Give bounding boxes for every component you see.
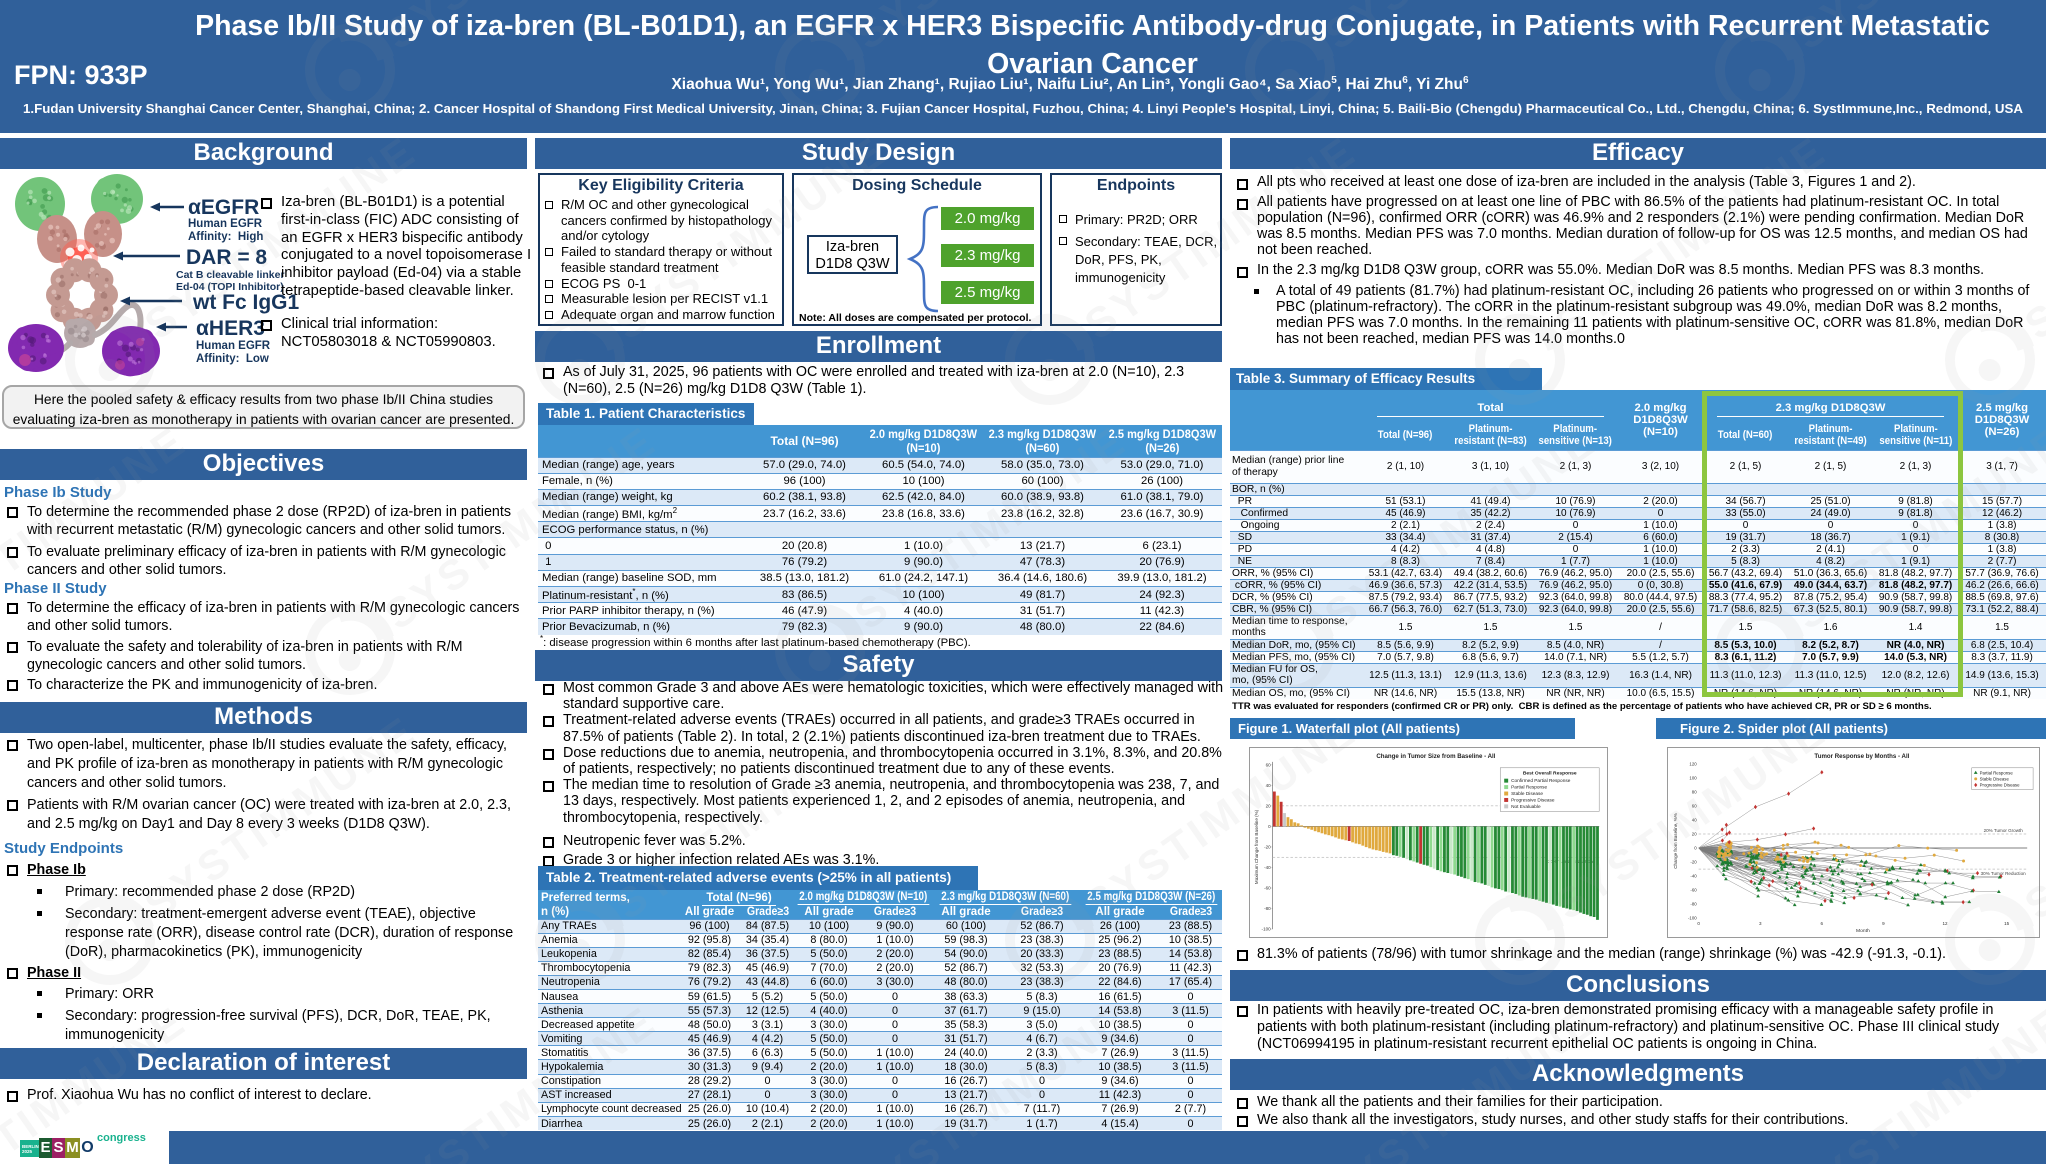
svg-text:20: 20 (1692, 831, 1697, 836)
svg-text:Tumor Response by Months - All: Tumor Response by Months - All (1814, 753, 1909, 760)
svg-text:Best Overall Response: Best Overall Response (1523, 771, 1577, 777)
svg-text:-100: -100 (1262, 927, 1272, 932)
svg-text:-60: -60 (1264, 886, 1271, 891)
svg-text:Change from Baseline, %%: Change from Baseline, %% (1673, 813, 1678, 869)
svg-text:-80: -80 (1264, 906, 1271, 911)
svg-text:100: 100 (1689, 775, 1697, 780)
svg-text:-20: -20 (1264, 844, 1271, 849)
svg-text:60: 60 (1692, 803, 1697, 808)
svg-text:Progressive Disease: Progressive Disease (1980, 783, 2020, 788)
svg-text:0: 0 (1697, 921, 1700, 926)
svg-text:Maximum Change from Baseline (: Maximum Change from Baseline (%) (1254, 809, 1259, 884)
svg-text:Change in Tumor Size from Base: Change in Tumor Size from Baseline - All (1376, 753, 1495, 760)
svg-text:Partial Response: Partial Response (1511, 785, 1547, 791)
svg-text:Stable Disease: Stable Disease (1980, 776, 2010, 781)
svg-text:30% Tumor Reduction: 30% Tumor Reduction (1981, 871, 2026, 876)
svg-text:0: 0 (1268, 824, 1271, 829)
svg-text:Confirmed Partial Response: Confirmed Partial Response (1511, 778, 1571, 784)
svg-text:Month: Month (1856, 928, 1870, 934)
svg-text:80: 80 (1692, 789, 1697, 794)
svg-text:-100: -100 (1688, 916, 1697, 921)
svg-text:-20: -20 (1690, 860, 1697, 865)
svg-text:6: 6 (1821, 921, 1824, 926)
svg-text:Partial Response: Partial Response (1980, 770, 2014, 775)
svg-text:-80: -80 (1690, 902, 1697, 907)
svg-text:Progressive Disease: Progressive Disease (1511, 798, 1555, 804)
svg-text:15: 15 (2004, 921, 2010, 926)
svg-text:20% Tumor Growth: 20% Tumor Growth (1984, 828, 2024, 833)
svg-text:40: 40 (1692, 817, 1697, 822)
svg-text:120: 120 (1689, 761, 1697, 766)
svg-text:3: 3 (1759, 921, 1762, 926)
svg-text:60: 60 (1266, 762, 1272, 767)
svg-text:12: 12 (1943, 921, 1949, 926)
svg-text:40: 40 (1266, 783, 1272, 788)
svg-text:Stable Disease: Stable Disease (1511, 791, 1543, 797)
svg-text:-60: -60 (1690, 888, 1697, 893)
svg-text:20: 20 (1266, 803, 1272, 808)
svg-text:0: 0 (1694, 846, 1697, 851)
svg-text:-40: -40 (1264, 865, 1271, 870)
svg-text:Not Evaluable: Not Evaluable (1511, 804, 1541, 810)
svg-text:9: 9 (1882, 921, 1885, 926)
svg-text:-40: -40 (1690, 874, 1697, 879)
